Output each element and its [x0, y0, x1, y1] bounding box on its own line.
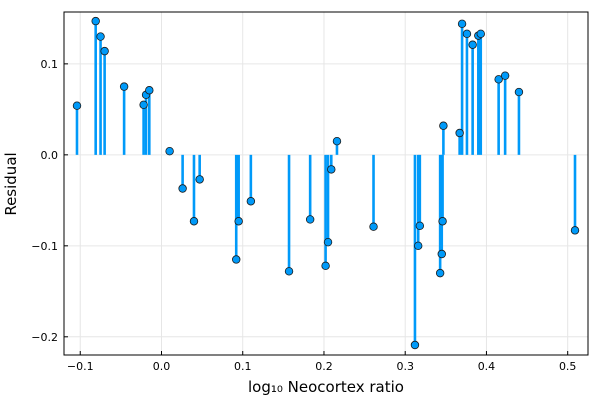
- data-point: [165, 147, 174, 156]
- data-point: [476, 29, 485, 39]
- data-point: [570, 226, 580, 235]
- data-point: [439, 121, 448, 130]
- x-tick-label: 0.3: [396, 360, 414, 373]
- data-point: [438, 217, 447, 226]
- data-point: [435, 268, 445, 278]
- data-point: [189, 217, 199, 226]
- y-tick-label: −0.2: [31, 331, 58, 344]
- data-point: [494, 75, 503, 84]
- data-point: [178, 184, 187, 193]
- data-point: [232, 255, 241, 264]
- data-point: [246, 197, 256, 206]
- x-tick-label: 0.4: [478, 360, 496, 373]
- data-point: [455, 128, 464, 138]
- data-point: [468, 40, 477, 49]
- y-axis-title: Residual: [2, 152, 20, 215]
- data-point: [305, 215, 315, 224]
- data-point: [321, 261, 330, 271]
- data-point: [462, 29, 472, 39]
- y-tick-label: 0.0: [41, 149, 59, 162]
- x-tick-label: −0.1: [67, 360, 94, 373]
- stems: [75, 21, 577, 345]
- data-point: [91, 16, 100, 26]
- plot-frame: [63, 11, 589, 356]
- axis-ticks: −0.1 0.0 0.1 0.2 0.3 0.4 0.5 −0.2 −0.1 0.0 0.1: [31, 58, 576, 373]
- data-point: [119, 82, 129, 91]
- data-point: [195, 175, 204, 184]
- data-point: [327, 165, 336, 174]
- data-point: [410, 340, 420, 350]
- data-point: [139, 100, 148, 110]
- data-point: [414, 241, 423, 251]
- markers: [72, 16, 580, 350]
- data-point: [72, 101, 82, 110]
- data-point: [145, 86, 154, 95]
- y-tick-label: 0.1: [41, 58, 59, 71]
- x-tick-label: 0.5: [559, 360, 577, 373]
- y-tick-label: −0.1: [31, 240, 58, 253]
- data-point: [437, 249, 446, 259]
- data-point: [100, 46, 109, 56]
- data-point: [500, 71, 510, 80]
- data-point: [415, 221, 425, 231]
- data-point: [234, 217, 243, 226]
- x-tick-label: 0.1: [234, 360, 252, 373]
- data-point: [457, 19, 467, 29]
- data-point: [332, 136, 342, 146]
- data-point: [284, 267, 294, 276]
- data-point: [514, 87, 524, 97]
- x-tick-label: 0.0: [153, 360, 171, 373]
- data-point: [323, 237, 333, 247]
- data-point: [96, 32, 105, 41]
- x-tick-label: 0.2: [315, 360, 333, 373]
- x-axis-title: log₁₀ Neocortex ratio: [248, 378, 404, 396]
- data-point: [369, 222, 378, 231]
